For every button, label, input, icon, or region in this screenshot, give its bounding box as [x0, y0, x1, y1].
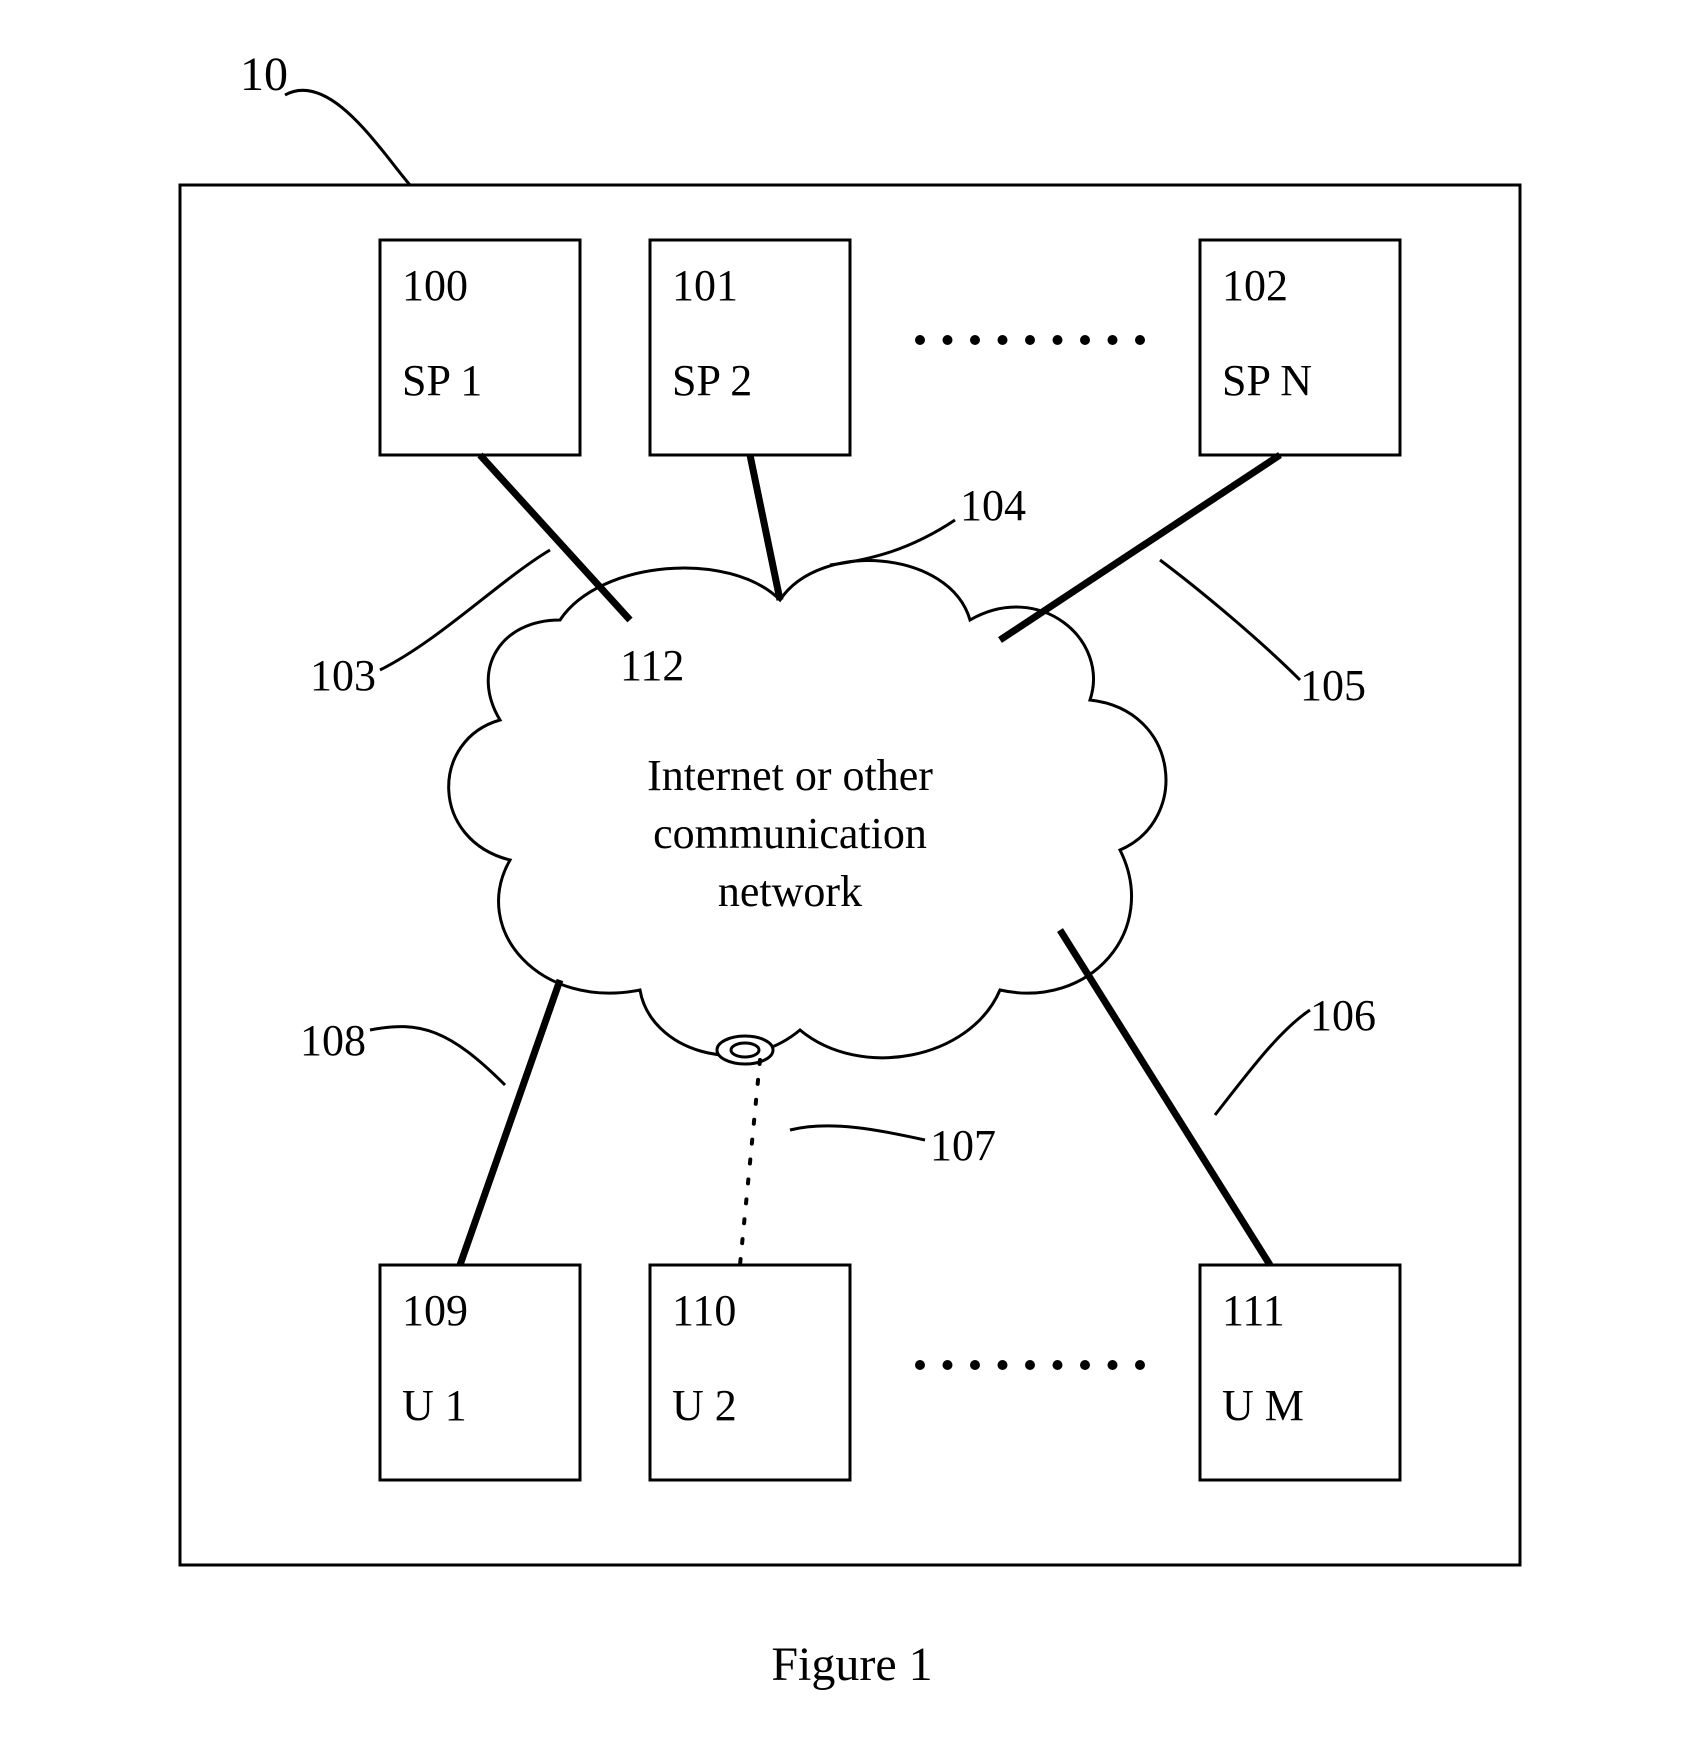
u-uM-num: 111 — [1222, 1286, 1285, 1335]
cloud-tail-1 — [731, 1043, 759, 1057]
ellipsis-sp — [1108, 335, 1118, 345]
ellipsis-sp — [1053, 335, 1063, 345]
u-u1-num: 109 — [402, 1286, 468, 1335]
ellipsis-u — [1025, 1360, 1035, 1370]
cloud-ref-112: 112 — [620, 641, 684, 690]
ellipsis-u — [1053, 1360, 1063, 1370]
sp-spN-num: 102 — [1222, 261, 1288, 310]
ellipsis-sp — [1025, 335, 1035, 345]
sp-spN-label: SP N — [1222, 356, 1312, 405]
ellipsis-u — [915, 1360, 925, 1370]
u-u2-label: U 2 — [672, 1381, 737, 1430]
ref-105: 105 — [1300, 661, 1366, 710]
ref-103: 103 — [310, 651, 376, 700]
ellipsis-u — [998, 1360, 1008, 1370]
ellipsis-sp — [915, 335, 925, 345]
ellipsis-u — [1135, 1360, 1145, 1370]
sp-sp2-num: 101 — [672, 261, 738, 310]
ellipsis-u — [1108, 1360, 1118, 1370]
ellipsis-u — [970, 1360, 980, 1370]
ref-106: 106 — [1310, 991, 1376, 1040]
sp-sp1-num: 100 — [402, 261, 468, 310]
ellipsis-sp — [943, 335, 953, 345]
ref-107: 107 — [930, 1121, 996, 1170]
ref-108: 108 — [300, 1016, 366, 1065]
cloud-text-line-2: network — [718, 867, 862, 916]
u-uM-label: U M — [1222, 1381, 1304, 1430]
ellipsis-sp — [1080, 335, 1090, 345]
system-ref-10: 10 — [240, 48, 288, 101]
cloud-text-line-1: communication — [653, 809, 927, 858]
figure-caption: Figure 1 — [771, 1638, 932, 1691]
ref-104: 104 — [960, 481, 1026, 530]
ellipsis-sp — [970, 335, 980, 345]
ellipsis-sp — [1135, 335, 1145, 345]
ellipsis-u — [1080, 1360, 1090, 1370]
sp-sp2-label: SP 2 — [672, 356, 752, 405]
ellipsis-sp — [998, 335, 1008, 345]
u-u1-label: U 1 — [402, 1381, 467, 1430]
sp-sp1-label: SP 1 — [402, 356, 482, 405]
cloud-text-line-0: Internet or other — [647, 751, 933, 800]
ellipsis-u — [943, 1360, 953, 1370]
u-u2-num: 110 — [672, 1286, 736, 1335]
